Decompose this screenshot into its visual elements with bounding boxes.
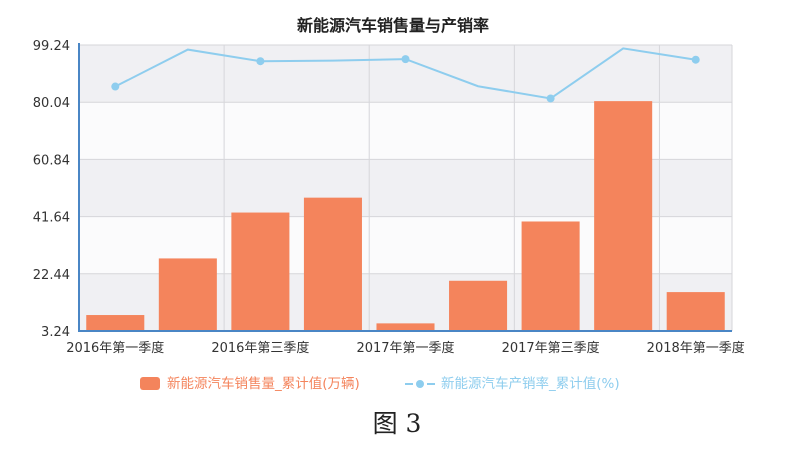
bar xyxy=(521,221,580,331)
x-tick-label: 2016年第一季度 xyxy=(66,340,164,356)
x-tick-label: 2017年第三季度 xyxy=(502,340,600,356)
legend-item-bar[interactable]: 新能源汽车销售量_累计值(万辆) xyxy=(140,375,360,392)
line-point xyxy=(111,82,120,91)
legend-bar-label: 新能源汽车销售量_累计值(万辆) xyxy=(167,375,360,392)
x-tick-label: 2016年第三季度 xyxy=(211,340,309,356)
legend-line-marker xyxy=(416,380,424,388)
bar xyxy=(594,101,653,331)
bar-series xyxy=(86,101,725,331)
chart-title: 新能源汽车销售量与产销率 xyxy=(297,16,489,35)
x-tick-label: 2017年第一季度 xyxy=(356,340,454,356)
axes xyxy=(78,43,732,332)
bar xyxy=(449,280,508,331)
bar xyxy=(231,212,290,331)
y-tick-label: 3.24 xyxy=(41,325,70,340)
bar xyxy=(86,315,145,331)
y-tick-label: 99.24 xyxy=(33,39,70,54)
legend-bar-swatch xyxy=(140,377,160,390)
bar xyxy=(666,292,725,331)
y-tick-label: 80.04 xyxy=(33,96,70,111)
line-point xyxy=(691,55,700,64)
legend-line-label: 新能源汽车产销率_累计值(%) xyxy=(441,375,620,392)
y-tick-label: 22.44 xyxy=(33,268,70,283)
y-axis-ticks: 3.24 22.44 41.64 60.84 80.04 99.24 xyxy=(33,39,70,340)
chart-svg: 新能源汽车销售量与产销率 3.24 22.44 41.64 60.84 80.04 99.… xyxy=(33,16,745,392)
legend: 新能源汽车销售量_累计值(万辆) 新能源汽车产销率_累计值(%) xyxy=(140,375,620,392)
line-point xyxy=(546,94,555,103)
bar xyxy=(158,258,217,331)
figure-caption: 图 3 xyxy=(372,409,422,438)
bar xyxy=(303,197,362,331)
bar xyxy=(376,323,435,331)
x-tick-label: 2018年第一季度 xyxy=(647,340,745,356)
legend-item-line[interactable]: 新能源汽车产销率_累计值(%) xyxy=(405,375,620,392)
y-tick-label: 60.84 xyxy=(33,153,70,168)
line-point xyxy=(256,57,265,66)
plot-band xyxy=(79,45,732,103)
x-axis-ticks: 2016年第一季度 2016年第三季度 2017年第一季度 2017年第三季度 2018… xyxy=(66,340,745,356)
line-point xyxy=(401,55,410,64)
y-tick-label: 41.64 xyxy=(33,211,70,226)
line-series xyxy=(111,47,700,103)
